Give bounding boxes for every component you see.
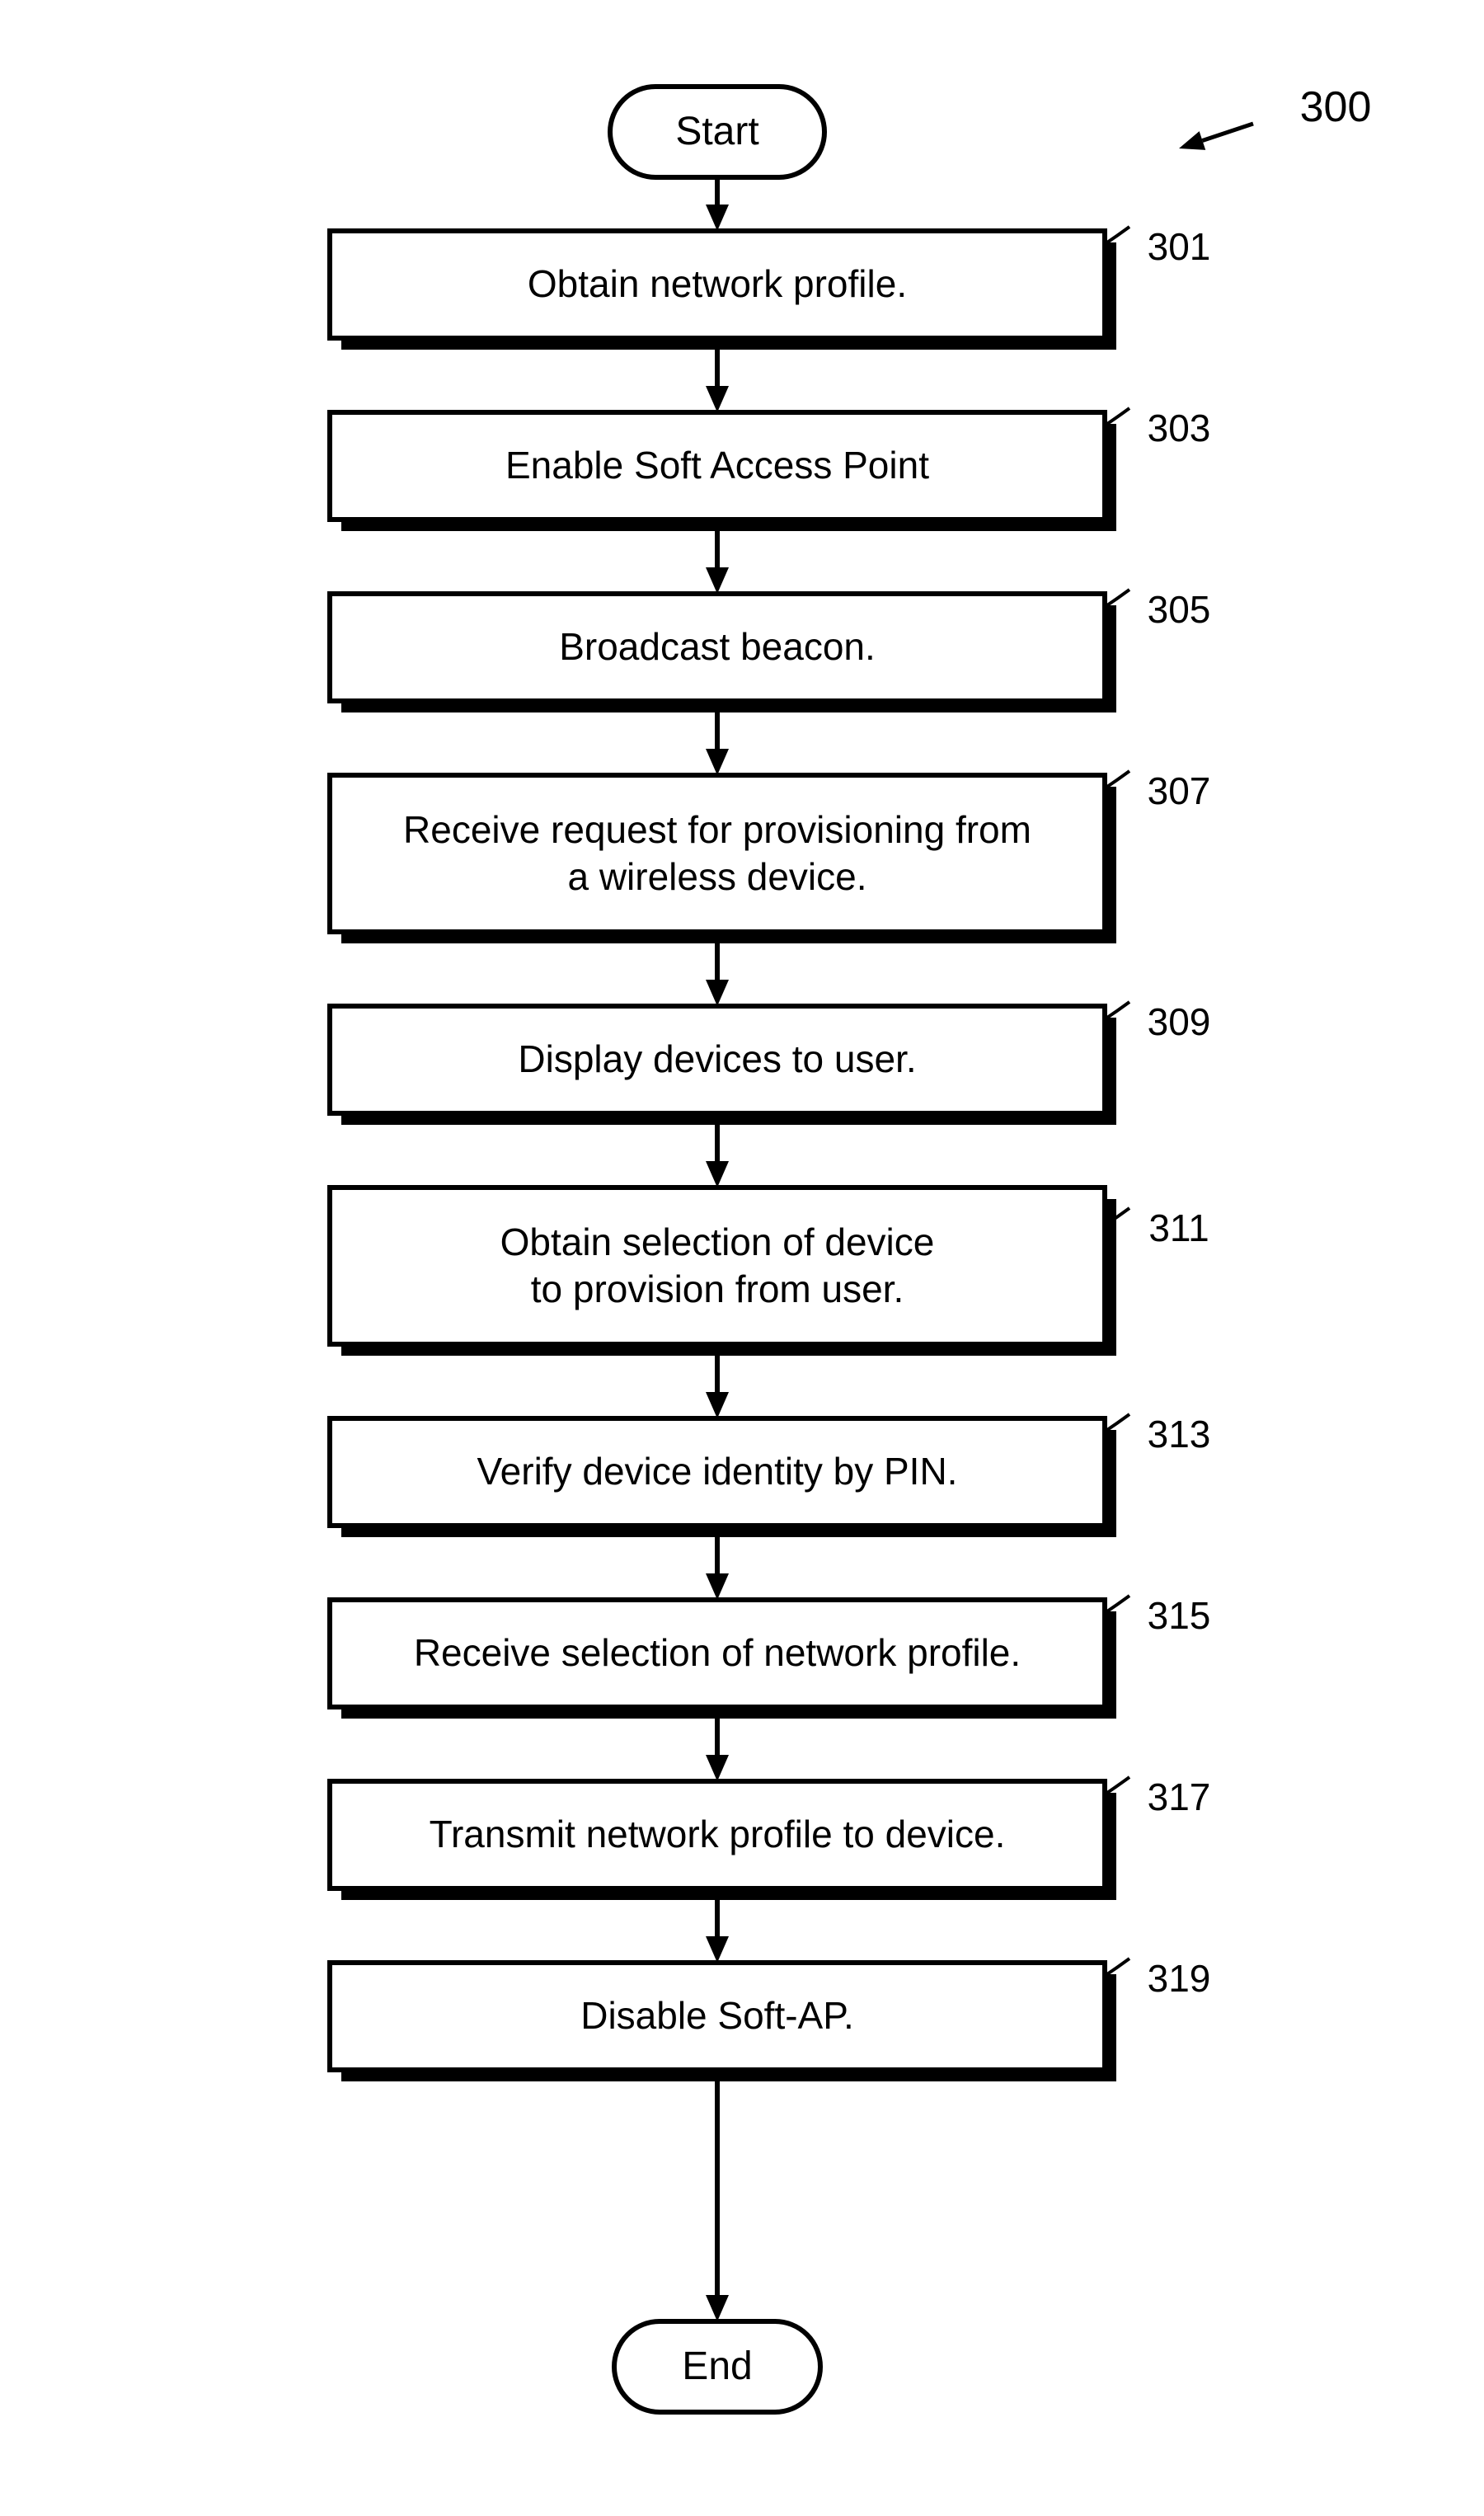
step-box-309: Display devices to user.	[330, 1006, 1105, 1113]
step-ref-309: 309	[1121, 998, 1237, 1047]
step-ref-319: 319	[1121, 1954, 1237, 2004]
terminal-end: End	[614, 2321, 820, 2412]
step-box-307: Receive request for provisioning from a …	[330, 775, 1105, 932]
terminal-start: Start	[610, 87, 824, 177]
step-ref-315: 315	[1121, 1592, 1237, 1641]
step-ref-313: 313	[1121, 1410, 1237, 1460]
step-box-301: Obtain network profile.	[330, 231, 1105, 338]
flowchart-page: Start Obtain network profile. 301 Enable So…	[0, 0, 1484, 2516]
step-box-319: Disable Soft-AP.	[330, 1963, 1105, 2070]
step-box-313: Verify device identity by PIN.	[330, 1418, 1105, 1526]
step-ref-301: 301	[1121, 223, 1237, 272]
step-box-315: Receive selection of network profile.	[330, 1600, 1105, 1707]
step-box-317: Transmit network profile to device.	[330, 1781, 1105, 1888]
step-ref-307: 307	[1121, 767, 1237, 816]
step-box-303: Enable Soft Access Point	[330, 412, 1105, 520]
step-ref-305: 305	[1121, 585, 1237, 635]
figure-reference: 300	[1270, 82, 1402, 132]
step-ref-311: 311	[1121, 1204, 1237, 1253]
step-ref-303: 303	[1121, 404, 1237, 454]
step-box-305: Broadcast beacon.	[330, 594, 1105, 701]
step-ref-317: 317	[1121, 1773, 1237, 1822]
step-box-311: Obtain selection of device to provision …	[330, 1187, 1105, 1344]
